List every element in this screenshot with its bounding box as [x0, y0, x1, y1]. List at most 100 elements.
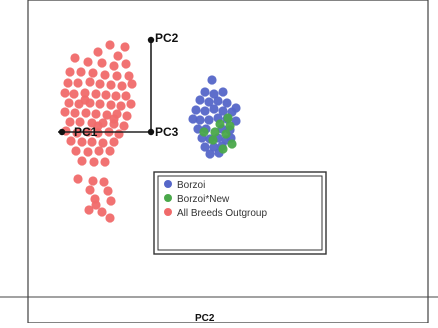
scatter-point-2-13 — [112, 71, 122, 81]
scatter-point-2-64 — [77, 156, 87, 166]
scatter-point-2-14 — [124, 71, 134, 81]
scatter-point-0-3 — [218, 87, 228, 97]
scatter-point-0-6 — [213, 96, 223, 106]
scatter-point-2-62 — [94, 146, 104, 156]
scatter-point-2-2 — [93, 47, 103, 57]
scatter-point-2-27 — [111, 91, 121, 101]
pc1-axis-label: PC1 — [74, 125, 98, 139]
axis-layer: PC2 PC3 PC1 — [58, 31, 179, 139]
x-axis-label: PC2 — [195, 313, 215, 323]
scatter-point-2-52 — [93, 128, 103, 138]
scatter-point-0-13 — [195, 115, 205, 125]
points-layer — [60, 40, 241, 223]
scatter-point-2-20 — [117, 81, 127, 91]
scatter-point-2-3 — [113, 51, 123, 61]
scatter-point-2-10 — [76, 67, 86, 77]
scatter-point-2-18 — [95, 79, 105, 89]
legend-label-borzoi-new: Borzoi*New — [177, 194, 230, 205]
scatter-point-1-0 — [223, 113, 233, 123]
legend-inner-frame — [157, 175, 323, 251]
scatter-point-0-0 — [207, 75, 217, 85]
scatter-point-2-8 — [121, 59, 131, 69]
scatter-point-2-12 — [100, 70, 110, 80]
scatter-point-2-17 — [85, 77, 95, 87]
scatter-point-1-3 — [210, 127, 220, 137]
pc1-axis-marker — [58, 128, 66, 136]
scatter-point-1-6 — [218, 144, 228, 154]
scatter-point-0-5 — [204, 97, 214, 107]
legend-dot-borzoi-new — [164, 194, 172, 202]
scatter-point-2-25 — [91, 89, 101, 99]
scatter-point-2-22 — [60, 88, 70, 98]
legend-label-borzoi: Borzoi — [177, 180, 205, 191]
legend-dot-borzoi — [164, 180, 172, 188]
scatter-point-0-8 — [191, 105, 201, 115]
scatter-point-2-57 — [87, 137, 97, 147]
scatter-point-2-78 — [80, 95, 90, 105]
scatter-point-2-11 — [88, 68, 98, 78]
scatter-point-2-39 — [91, 109, 101, 119]
scatter-point-2-16 — [73, 78, 83, 88]
scatter-point-2-74 — [84, 205, 94, 215]
scatter-point-0-26 — [200, 142, 210, 152]
scatter-point-2-5 — [83, 57, 93, 67]
scatter-point-2-73 — [106, 196, 116, 206]
scatter-point-0-4 — [195, 95, 205, 105]
scatter-point-2-34 — [116, 101, 126, 111]
pc2-axis-marker — [147, 36, 155, 44]
scatter-point-2-48 — [119, 121, 129, 131]
scatter-point-2-26 — [101, 90, 111, 100]
scatter-point-2-66 — [100, 157, 110, 167]
scatter-point-0-29 — [205, 149, 215, 159]
scatter-point-2-54 — [114, 129, 124, 139]
scatter-point-1-5 — [227, 139, 237, 149]
scatter-point-2-59 — [109, 137, 119, 147]
scatter-point-2-19 — [106, 80, 116, 90]
scatter-point-2-43 — [65, 117, 75, 127]
scatter-point-2-68 — [88, 176, 98, 186]
scatter-point-2-76 — [105, 213, 115, 223]
scatter-point-0-32 — [188, 114, 198, 124]
legend-label-all-breeds-outgroup: All Breeds Outgroup — [177, 208, 267, 219]
scatter-point-2-63 — [105, 146, 115, 156]
scatter-point-1-2 — [215, 119, 225, 129]
scatter-point-0-9 — [200, 106, 210, 116]
scatter-point-2-35 — [126, 99, 136, 109]
scatter-point-2-69 — [99, 177, 109, 187]
scatter-point-2-70 — [85, 185, 95, 195]
scatter-point-2-56 — [77, 137, 87, 147]
scatter-point-2-32 — [95, 99, 105, 109]
scatter-point-2-37 — [70, 108, 80, 118]
scatter-point-2-40 — [102, 110, 112, 120]
scatter-point-1-8 — [199, 127, 209, 137]
scatter-point-2-7 — [109, 61, 119, 71]
scatter-point-1-7 — [208, 135, 218, 145]
scatter-point-0-10 — [209, 104, 219, 114]
scatter-point-2-4 — [70, 53, 80, 63]
scatter-point-2-42 — [122, 111, 132, 121]
scatter-point-0-31 — [231, 103, 241, 113]
scatter-point-2-79 — [109, 114, 119, 124]
scatter-point-2-21 — [127, 79, 137, 89]
figure-frame — [27, 0, 429, 324]
legend-outer-frame — [153, 171, 327, 255]
scatter-point-0-14 — [204, 115, 214, 125]
scatter-point-2-75 — [97, 207, 107, 217]
scatter-point-2-58 — [98, 138, 108, 148]
scatter-point-2-77 — [91, 200, 101, 210]
scatter-point-2-15 — [63, 78, 73, 88]
legend-box: Borzoi Borzoi*New All Breeds Outgroup — [153, 171, 327, 255]
scatter-point-2-36 — [60, 107, 70, 117]
scatter-point-1-1 — [225, 121, 235, 131]
scatter-point-0-11 — [218, 106, 228, 116]
pc3-axis-marker — [147, 128, 155, 136]
scatter-point-2-24 — [80, 88, 90, 98]
scatter-point-2-28 — [121, 91, 131, 101]
scatter-point-2-33 — [106, 100, 116, 110]
scatter-point-2-71 — [103, 186, 113, 196]
scatter-point-2-38 — [81, 108, 91, 118]
scatter-point-2-50 — [72, 128, 82, 138]
scatter-point-2-67 — [73, 174, 83, 184]
scatter-point-2-29 — [64, 98, 74, 108]
